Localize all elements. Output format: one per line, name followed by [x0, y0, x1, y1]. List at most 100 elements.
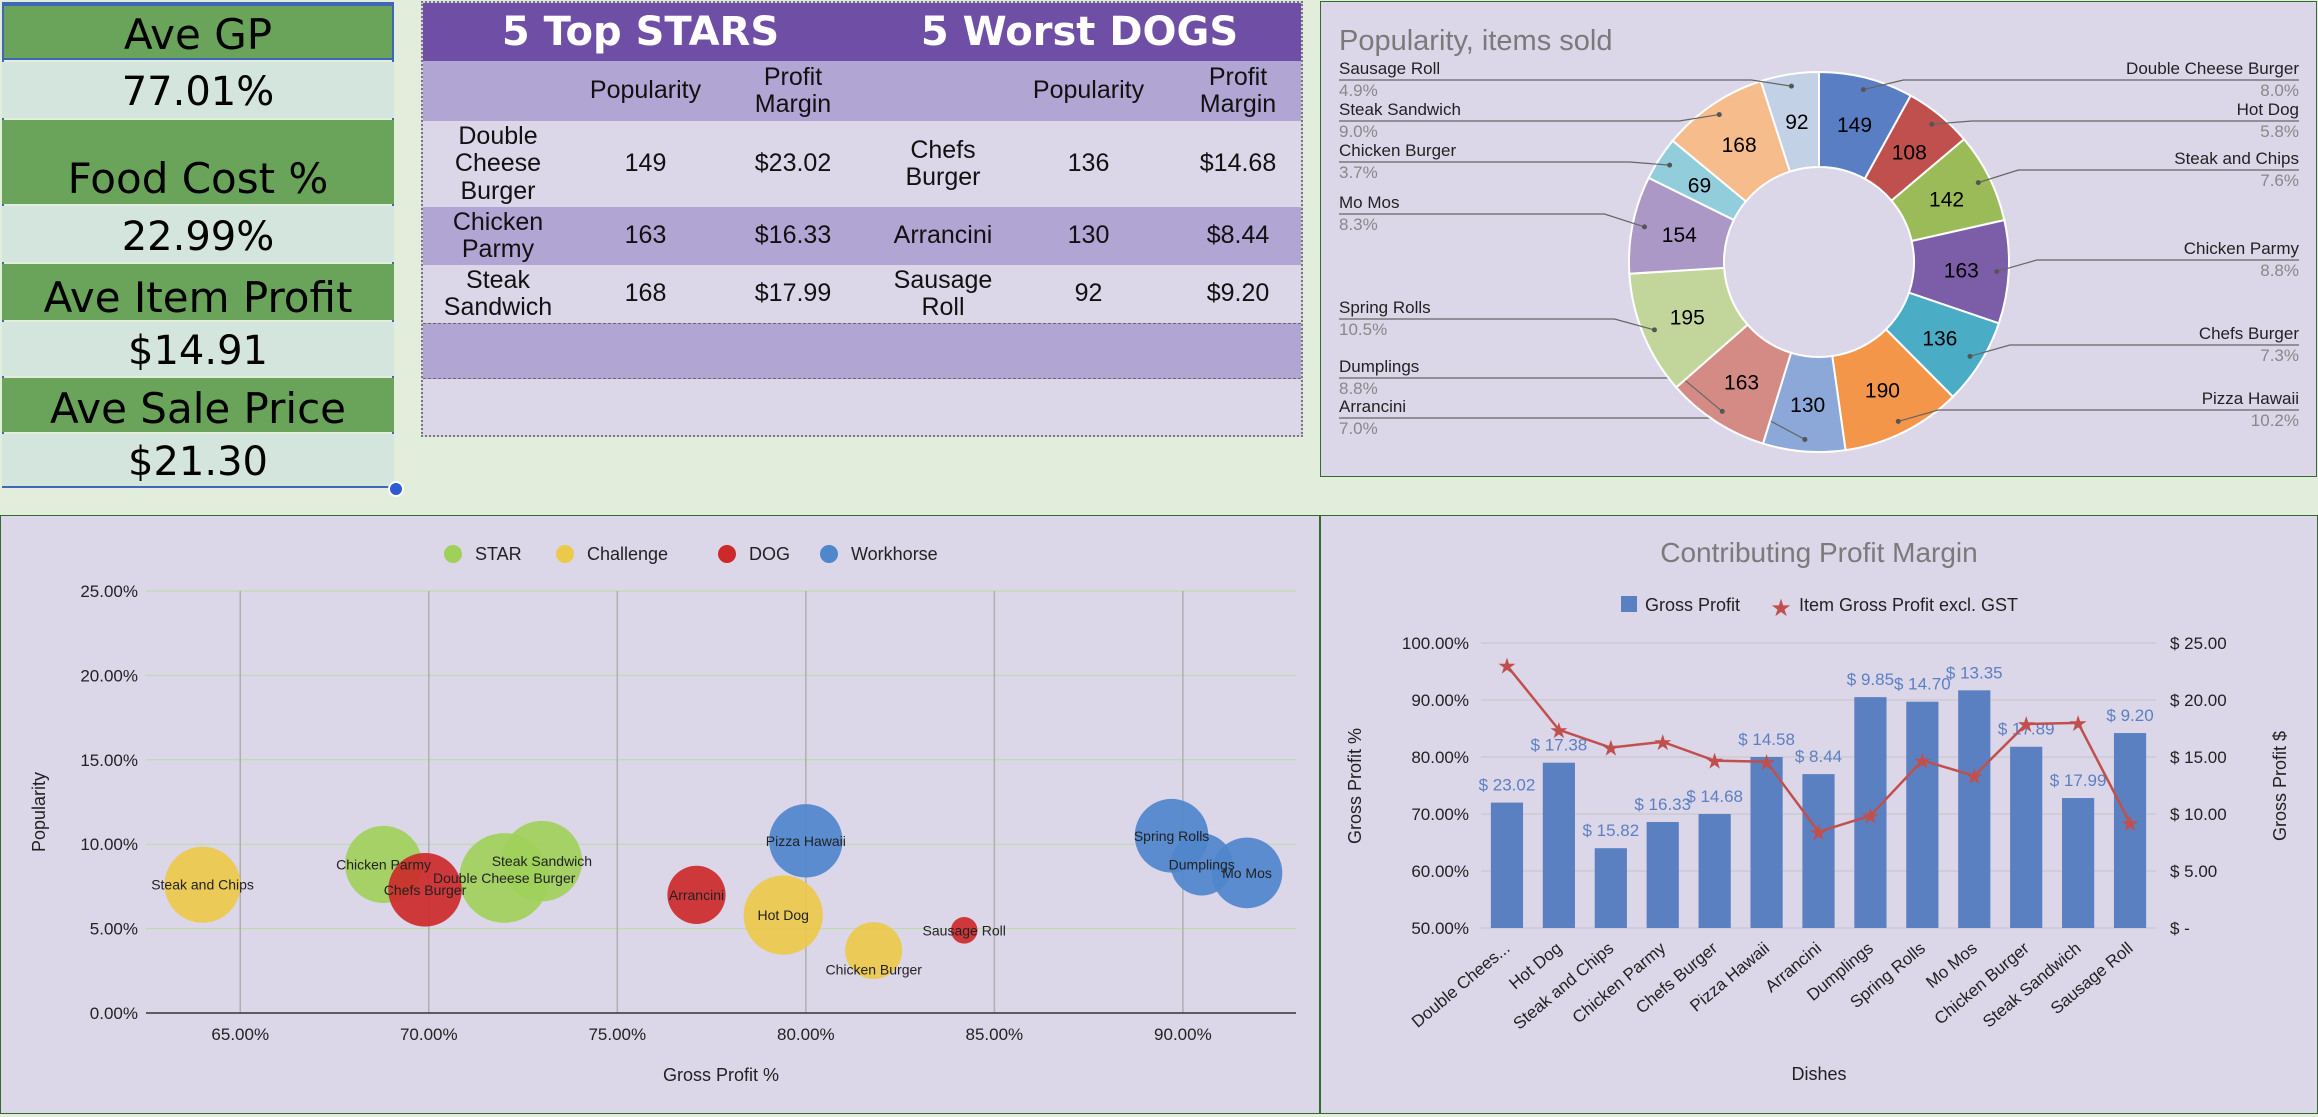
donut-leader-dot-steak-and-chips [1975, 180, 1981, 186]
bar-label-dumplings: $ 9.85 [1847, 670, 1894, 689]
donut-leader-steak-sandwich [1339, 113, 1720, 122]
top-row-3-name: Steak Sandwich [443, 265, 553, 321]
donut-percent-sausage-roll: 4.9% [1339, 81, 1378, 100]
bar-label-steak-sandwich: $ 17.99 [2050, 771, 2107, 790]
col-popularity-worst: Popularity [1032, 76, 1145, 105]
line-marker-double-chees: ★ [1497, 654, 1517, 679]
donut-leader-dot-sausage-roll [1788, 83, 1794, 89]
top-row-2-popularity: 163 [624, 221, 667, 250]
bar-label-steak-and-chips: $ 15.82 [1582, 821, 1639, 840]
donut-percent-chefs-burger: 7.3% [2260, 346, 2299, 365]
line-series-item-gross-profit [1505, 664, 2132, 834]
popularity-donut-panel: Popularity, items sold 149 Double Cheese B… [1320, 1, 2317, 477]
top-row-2-margin: $16.33 [754, 221, 832, 250]
donut-value-dumplings: 163 [1724, 372, 1759, 395]
bubble-chicken-burger [845, 922, 903, 980]
donut-leader-dot-dumplings [1719, 408, 1725, 414]
donut-label-chefs-burger: Chefs Burger [2199, 324, 2299, 343]
donut-percent-arrancini: 7.0% [1339, 419, 1378, 438]
col-margin-top: Profit Margin [754, 62, 832, 118]
donut-leader-chefs-burger [1969, 344, 2299, 357]
donut-percent-spring-rolls: 10.5% [1339, 320, 1387, 339]
donut-leader-mo-mos [1339, 213, 1645, 228]
x-axis-title: Dishes [1791, 1064, 1846, 1084]
menu-matrix-bubble-chart: STAR Challenge DOG Workhorse 0.00% 5.00% 10.00… [29, 544, 1296, 1085]
donut-label-spring-rolls: Spring Rolls [1339, 298, 1431, 317]
y2-tick-label: $ 5.00 [2170, 862, 2217, 881]
y-tick-label: 60.00% [1411, 862, 1469, 881]
line-marker-chicken-burger: ★ [2016, 712, 2036, 737]
top-row-3-margin: $17.99 [754, 279, 832, 308]
donut-value-mo-mos: 154 [1662, 224, 1697, 247]
ave-item-profit-value: $14.91 [2, 322, 394, 376]
x-tick-label-chicken-parmy: Chicken Parmy [1569, 938, 1670, 1027]
legend-marker-workhorse [820, 545, 838, 563]
profit-margin-combo-chart: Contributing Profit Margin Gross Profit ★ I… [1345, 537, 2290, 1084]
donut-leader-chicken-burger [1339, 161, 1670, 166]
donut-slice-sausage-roll [1759, 70, 1820, 173]
donut-label-mo-mos: Mo Mos [1339, 193, 1399, 212]
bar-chefs-burger [1698, 814, 1731, 928]
top-row-1-margin: $23.02 [754, 149, 832, 178]
legend-marker-dog [718, 545, 736, 563]
bar-label-mo-mos: $ 13.35 [1946, 663, 2003, 682]
donut-label-chicken-parmy: Chicken Parmy [2184, 239, 2300, 258]
bubble-label-chicken-burger: Chicken Burger [825, 962, 922, 978]
donut-leader-dot-spring-rolls [1651, 327, 1657, 333]
ave-gp-label: Ave GP [2, 4, 394, 60]
donut-leader-dot-pizza-hawaii [1895, 418, 1901, 424]
donut-percent-hot-dog: 5.8% [2260, 122, 2299, 141]
worst-dogs-title: 5 Worst DOGS [920, 9, 1239, 55]
donut-label-pizza-hawaii: Pizza Hawaii [2202, 389, 2299, 408]
bubble-label-chefs-burger: Chefs Burger [384, 882, 467, 898]
donut-value-chicken-parmy: 163 [1944, 260, 1979, 283]
bubble-label-pizza-hawaii: Pizza Hawaii [766, 833, 846, 849]
donut-leader-dot-steak-sandwich [1716, 112, 1722, 118]
bar-chicken-parmy [1646, 821, 1679, 928]
bubble-label-steak-sandwich: Steak Sandwich [492, 853, 592, 869]
bubble-label-spring-rolls: Spring Rolls [1134, 828, 1209, 844]
bar-steak-sandwich [2062, 798, 2095, 928]
bar-dumplings [1854, 697, 1887, 928]
legend-label-workhorse: Workhorse [851, 544, 938, 564]
bar-label-hot-dog: $ 17.38 [1531, 736, 1588, 755]
x-axis-title: Gross Profit % [663, 1065, 779, 1085]
donut-leader-chicken-parmy [1996, 259, 2299, 273]
legend-marker-gross-profit [1621, 596, 1637, 612]
donut-leader-dot-arrancini [1802, 436, 1808, 442]
worst-row-3-margin: $9.20 [1206, 279, 1270, 308]
bar-label-chefs-burger: $ 14.68 [1686, 787, 1743, 806]
row-band [423, 323, 1301, 379]
donut-percent-steak-sandwich: 9.0% [1339, 122, 1378, 141]
x-tick-label: 70.00% [400, 1025, 458, 1044]
x-tick-label: 75.00% [588, 1025, 646, 1044]
y-tick-label: 70.00% [1411, 805, 1469, 824]
bubble-label-chicken-parmy: Chicken Parmy [336, 856, 431, 872]
line-marker-chefs-burger: ★ [1705, 749, 1725, 774]
legend-label-item-gross-profit: Item Gross Profit excl. GST [1799, 595, 2018, 615]
donut-value-hot-dog: 108 [1892, 142, 1927, 165]
bubble-mo-mos [1211, 837, 1283, 909]
bubble-sausage-roll [950, 916, 978, 944]
donut-leader-pizza-hawaii [1898, 409, 2299, 422]
donut-value-pizza-hawaii: 190 [1865, 380, 1900, 403]
legend-marker-challenge [556, 545, 574, 563]
bar-spring-rolls [1906, 701, 1939, 928]
selection-handle[interactable] [388, 481, 404, 497]
bubble-label-mo-mos: Mo Mos [1222, 865, 1272, 881]
legend-marker-item-gross-profit: ★ [1770, 595, 1792, 622]
legend-label-challenge: Challenge [587, 544, 668, 564]
x-tick-label: 65.00% [211, 1025, 269, 1044]
food-cost-label: Food Cost % [2, 120, 394, 204]
bubble-hot-dog [743, 875, 823, 955]
y-tick-label: 20.00% [80, 666, 138, 685]
donut-leader-spring-rolls [1339, 318, 1655, 331]
y-axis-title: Gross Profit % [1345, 728, 1365, 844]
bubble-steak-and-chips [164, 846, 241, 923]
x-tick-label: 80.00% [777, 1025, 835, 1044]
donut-percent-pizza-hawaii: 10.2% [2251, 411, 2299, 430]
bubble-label-arrancini: Arrancini [669, 887, 724, 903]
line-marker-dumplings: ★ [1861, 804, 1881, 829]
legend-label-gross-profit: Gross Profit [1645, 595, 1740, 615]
donut-value-chefs-burger: 136 [1922, 328, 1957, 351]
